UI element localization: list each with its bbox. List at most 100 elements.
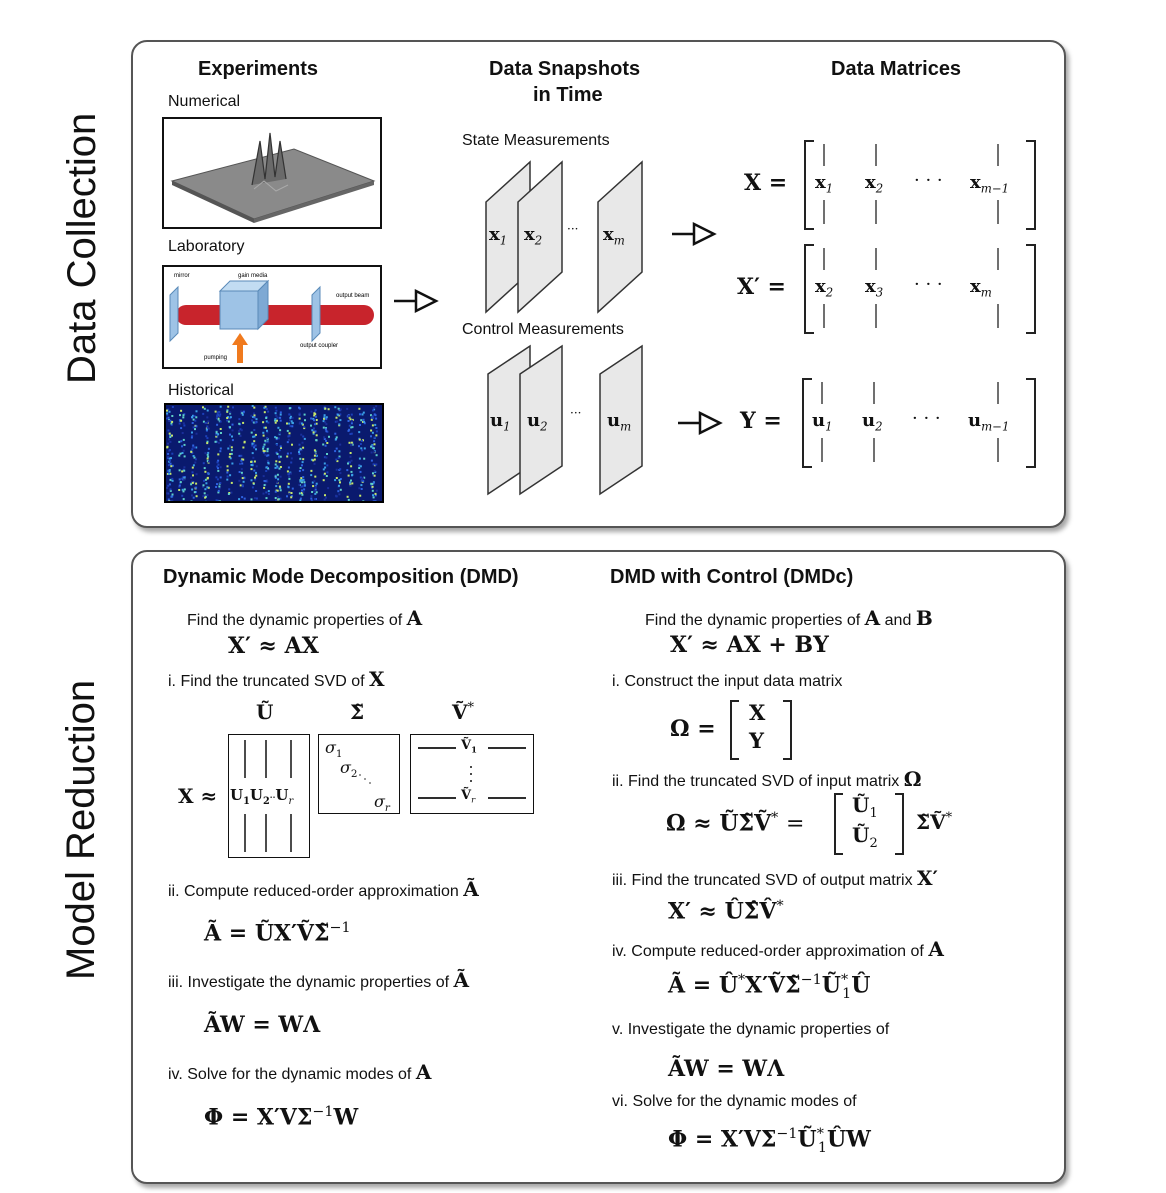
heatmap-speck (322, 468, 325, 471)
heatmap-speck (359, 424, 361, 426)
heatmap-speck (371, 485, 374, 488)
matrix-Xp-col1: x2 (815, 276, 834, 300)
heatmap-speck (178, 478, 181, 481)
heatmap-speck (361, 477, 364, 480)
heatmap-speck (207, 461, 210, 464)
heatmap-speck (220, 432, 222, 434)
heatmap-speck (168, 432, 171, 435)
heatmap-speck (277, 437, 280, 440)
svd-sigma1: σ1 (325, 738, 343, 761)
heatmap-speck (289, 419, 291, 422)
heatmap-speck (325, 496, 327, 499)
heatmap-speck (299, 497, 302, 500)
heatmap-speck (310, 417, 313, 420)
heatmap-speck (313, 414, 316, 417)
heatmap-speck (298, 407, 301, 410)
heatmap-speck (219, 482, 222, 484)
heatmap-speck (350, 444, 353, 447)
heatmap-speck (229, 457, 232, 460)
mirror-text: mirror (174, 273, 190, 279)
heatmap-speck (358, 431, 361, 434)
heatmap-speck (250, 414, 253, 417)
heatmap-speck (303, 483, 306, 486)
heatmap-speck (370, 482, 373, 485)
heatmap-speck (252, 416, 255, 418)
heatmap-speck (274, 490, 277, 493)
heatmap-speck (219, 447, 222, 450)
heatmap-speck (339, 408, 342, 411)
heatmap-speck (299, 421, 302, 424)
heatmap-speck (301, 479, 304, 482)
heatmap-speck (207, 455, 210, 458)
heatmap-speck (288, 413, 291, 416)
heatmap-speck (323, 417, 325, 420)
heatmap-speck (301, 493, 304, 496)
heatmap-speck (241, 477, 244, 480)
heatmap-speck (241, 458, 244, 461)
heatmap-speck (266, 459, 269, 462)
heatmap-speck (289, 416, 292, 419)
heatmap-speck (288, 477, 291, 480)
heatmap-speck (359, 470, 362, 473)
dmd-step-2: ii. Compute reduced-order approximation … (168, 877, 479, 901)
heatmap-speck (326, 442, 329, 444)
heatmap-speck (192, 455, 195, 457)
matrix-Ups-right-bracket (1026, 378, 1036, 468)
svd-lhs: X ≈ (178, 784, 218, 808)
heatmap-speck (314, 475, 317, 478)
heatmap-speck (313, 458, 316, 461)
heatmap-speck (240, 468, 243, 471)
heatmap-speck (215, 431, 218, 434)
heatmap-speck (372, 496, 375, 499)
dmdc-step-5: v. Investigate the dynamic properties of (612, 1021, 890, 1038)
heatmap-speck (215, 476, 218, 479)
heatmap-speck (323, 438, 326, 440)
heatmap-speck (278, 467, 281, 470)
heatmap-speck (215, 486, 218, 488)
heatmap-speck (291, 422, 294, 425)
heatmap-speck (313, 480, 316, 483)
matrix-X-lhs: X = (744, 170, 788, 196)
heatmap-speck (206, 437, 209, 440)
heatmap-speck (363, 422, 366, 425)
heatmap-speck (203, 407, 206, 410)
heatmap-speck (348, 424, 351, 427)
heatmap-speck (291, 487, 294, 490)
heatmap-speck (219, 476, 222, 479)
heatmap-speck (278, 432, 281, 435)
output-coupler-text: output coupler (300, 343, 338, 349)
historical-label: Historical (168, 382, 234, 399)
heatmap-speck (372, 406, 375, 409)
heatmap-speck (339, 468, 342, 471)
pumping-text: pumping (204, 355, 227, 361)
heatmap-speck (279, 419, 282, 422)
heatmap-speck (279, 489, 282, 492)
heatmap-speck (202, 485, 204, 488)
heatmap-speck (251, 405, 254, 407)
heatmap-speck (274, 418, 277, 421)
heatmap-speck (279, 413, 282, 416)
heatmap-speck (338, 493, 341, 496)
heatmap-speck (350, 432, 353, 435)
heatmap-speck (191, 431, 193, 434)
heatmap-speck (206, 494, 209, 497)
heatmap-speck (372, 409, 374, 412)
heatmap-speck (301, 422, 303, 425)
dmd-model-equation: X′ ≈ AX (228, 633, 319, 659)
heatmap-speck (231, 439, 234, 442)
heatmap-speck (362, 411, 365, 414)
heatmap-speck (287, 486, 290, 489)
heatmap-speck (301, 492, 303, 494)
heatmap-speck (207, 447, 210, 450)
heatmap-speck (178, 489, 181, 491)
heatmap-speck (351, 474, 353, 477)
heatmap-speck (350, 413, 353, 416)
heatmap-speck (217, 418, 220, 421)
heatmap-speck (275, 451, 278, 454)
heatmap-speck (274, 475, 277, 478)
heatmap-speck (350, 422, 353, 425)
heatmap-speck (217, 467, 219, 470)
heatmap-speck (286, 495, 288, 498)
heatmap-speck (205, 429, 208, 432)
heatmap-speck (314, 450, 317, 453)
